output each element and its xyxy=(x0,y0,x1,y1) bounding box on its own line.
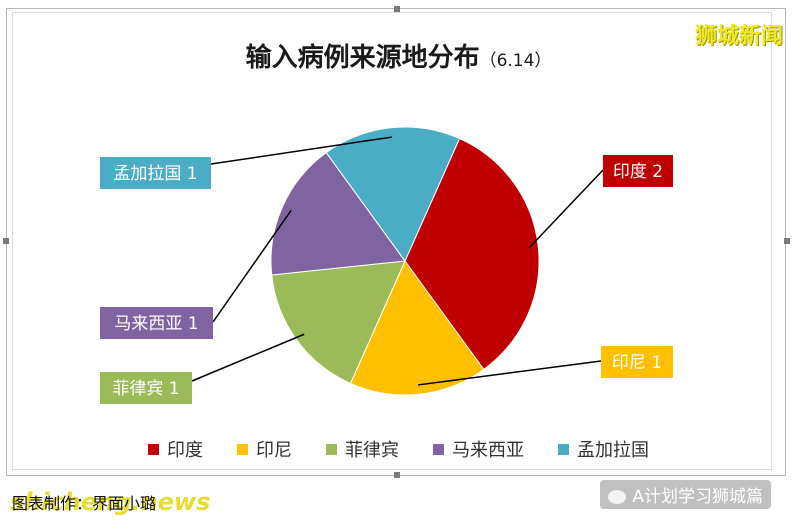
resize-handle-top[interactable] xyxy=(394,6,400,12)
resize-handle-left[interactable] xyxy=(3,238,9,244)
pie-slice-malaysia xyxy=(270,151,406,276)
wechat-icon xyxy=(608,490,627,504)
legend-label-philippines: 菲律宾 xyxy=(345,440,399,461)
data-label-box-malaysia xyxy=(100,307,213,339)
data-label-box-india xyxy=(603,155,673,187)
legend-label-bangladesh: 孟加拉国 xyxy=(577,440,649,461)
data-label-text-bangladesh: 孟加拉国 1 xyxy=(113,164,197,184)
pie-slice-bangladesh xyxy=(325,126,461,262)
legend-item-bangladesh: 孟加拉国 xyxy=(558,436,649,462)
legend-swatch-india xyxy=(148,443,159,455)
data-label-philippines: 菲律宾 1 xyxy=(100,372,192,404)
data-label-indonesia: 印尼 1 xyxy=(601,346,673,378)
legend-item-malaysia: 马来西亚 xyxy=(433,436,524,462)
legend-item-indonesia: 印尼 xyxy=(237,436,292,462)
pie-slice-india xyxy=(404,137,540,371)
resize-handle-bottom[interactable] xyxy=(394,472,400,478)
legend-swatch-malaysia xyxy=(433,443,444,455)
footnote: 图表制作：界面小璐 xyxy=(12,494,157,513)
data-label-text-india: 印度 2 xyxy=(613,162,663,182)
data-label-box-philippines xyxy=(100,372,192,404)
data-label-malaysia: 马来西亚 1 xyxy=(100,307,213,339)
data-label-text-indonesia: 印尼 1 xyxy=(612,353,662,373)
watermark-top: 狮城新闻 xyxy=(694,23,783,49)
chart-title-text: 输入病例来源地分布 xyxy=(245,43,480,73)
resize-handle-right[interactable] xyxy=(784,238,790,244)
chart-title-date: （6.14） xyxy=(479,51,552,71)
data-label-india: 印度 2 xyxy=(603,155,673,187)
leader-line-india xyxy=(528,169,604,249)
data-label-text-philippines: 菲律宾 1 xyxy=(112,379,179,399)
legend-item-india: 印度 xyxy=(148,436,203,462)
legend-label-indonesia: 印尼 xyxy=(256,440,292,461)
pie-slice-indonesia xyxy=(349,260,485,396)
legend-label-india: 印度 xyxy=(167,440,203,461)
data-label-box-indonesia xyxy=(601,346,673,378)
leader-line-malaysia xyxy=(212,209,292,323)
legend-swatch-bangladesh xyxy=(558,443,569,455)
leader-line-bangladesh xyxy=(210,136,393,165)
pie-slice-philippines xyxy=(271,260,406,385)
leader-line-philippines xyxy=(191,333,305,382)
legend-swatch-philippines xyxy=(326,443,337,455)
legend-label-malaysia: 马来西亚 xyxy=(452,440,524,461)
chart-legend: 印度 印尼 菲律宾 马来西亚 孟加拉国 xyxy=(0,436,797,462)
watermark-bottom: shicheng.news xyxy=(10,488,211,516)
chart-title: 输入病例来源地分布（6.14） xyxy=(0,37,797,74)
legend-item-philippines: 菲律宾 xyxy=(326,436,399,462)
plot-area xyxy=(12,12,772,470)
account-badge: A计划学习狮城篇 xyxy=(600,480,771,509)
leader-line-indonesia xyxy=(417,360,602,386)
account-label: A计划学习狮城篇 xyxy=(632,487,763,507)
data-label-bangladesh: 孟加拉国 1 xyxy=(100,157,211,189)
data-label-box-bangladesh xyxy=(100,157,211,189)
data-label-text-malaysia: 马来西亚 1 xyxy=(114,314,198,334)
legend-swatch-indonesia xyxy=(237,443,248,455)
